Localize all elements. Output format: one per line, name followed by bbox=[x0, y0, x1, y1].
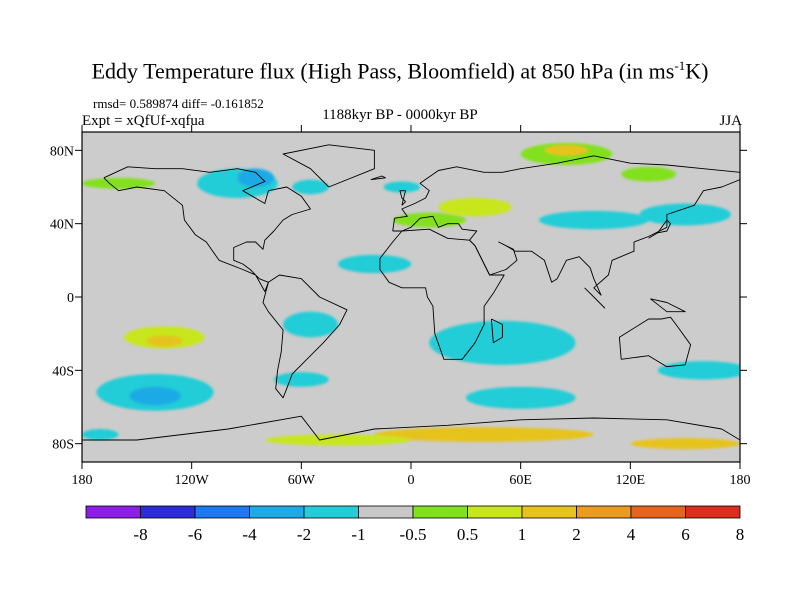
coastline bbox=[103, 166, 311, 292]
flux-contour-region bbox=[429, 320, 576, 365]
coastline bbox=[82, 415, 740, 441]
colorbar-swatch bbox=[412, 505, 468, 519]
colorbar-swatch bbox=[85, 505, 141, 519]
colorbar-label: -0.5 bbox=[400, 525, 427, 544]
flux-contour-region bbox=[438, 198, 512, 217]
rmsd-diff-stats: rmsd= 0.589874 diff= -0.161852 bbox=[93, 96, 264, 111]
colorbar-swatch bbox=[630, 505, 686, 519]
flux-contour-region bbox=[465, 386, 576, 409]
plot-title: Eddy Temperature flux (High Pass, Bloomf… bbox=[91, 58, 709, 84]
flux-contour-region bbox=[237, 168, 274, 187]
y-tick-label: 80S bbox=[52, 438, 74, 453]
coastline bbox=[370, 175, 386, 181]
colorbar-swatch bbox=[521, 505, 577, 519]
colorbar-label: 0.5 bbox=[457, 525, 478, 544]
colorbar-swatch bbox=[467, 505, 523, 519]
coastline bbox=[584, 287, 606, 309]
coastline bbox=[399, 190, 406, 206]
colorbar-swatch bbox=[358, 505, 414, 519]
x-tick-label: 180 bbox=[72, 473, 93, 488]
flux-contour-region bbox=[630, 438, 740, 450]
season-label: JJA bbox=[719, 113, 742, 129]
experiment-label: Expt = xQfUf-xqfua bbox=[82, 113, 205, 129]
y-tick-label: 0 bbox=[67, 291, 74, 306]
colorbar-label: -4 bbox=[242, 525, 257, 544]
flux-contour-region bbox=[82, 177, 156, 189]
coastline bbox=[648, 219, 671, 239]
colorbar-swatch bbox=[576, 505, 632, 519]
flux-contour-region bbox=[639, 203, 731, 226]
flux-contour-region bbox=[264, 434, 411, 446]
x-tick-label: 180 bbox=[730, 473, 751, 488]
colorbar-label: 2 bbox=[572, 525, 581, 544]
flux-contour-region bbox=[337, 254, 412, 274]
flux-contour-region bbox=[292, 179, 329, 195]
colorbar-label: -1 bbox=[351, 525, 365, 544]
coastline bbox=[650, 298, 686, 313]
x-tick-label: 120W bbox=[175, 473, 210, 488]
time-period-label: 1188kyr BP - 0000kyr BP bbox=[322, 107, 478, 123]
colorbar-swatch bbox=[303, 505, 359, 519]
flux-contour-region bbox=[383, 181, 421, 193]
colorbar-label: -8 bbox=[133, 525, 147, 544]
flux-contour-region bbox=[544, 144, 589, 156]
flux-contour-region bbox=[657, 361, 740, 380]
colorbar-swatch bbox=[249, 505, 305, 519]
flux-contour-region bbox=[273, 372, 329, 387]
coastline bbox=[392, 155, 740, 296]
x-tick-label: 60E bbox=[509, 473, 532, 488]
coastline bbox=[379, 228, 505, 360]
x-tick-label: 60W bbox=[288, 473, 316, 488]
x-tick-label: 0 bbox=[408, 473, 415, 488]
longitude-axis: 180 120W 60W 0 60E 120E 180 bbox=[72, 125, 751, 488]
colorbar-label: 8 bbox=[736, 525, 745, 544]
colorbar-swatch bbox=[685, 505, 741, 519]
colorbar: -8 -6 -4 -2 -1 -0.5 0.5 1 2 4 6 8 bbox=[85, 505, 745, 544]
flux-contour-region bbox=[129, 386, 181, 406]
colorbar-label: 1 bbox=[518, 525, 527, 544]
flux-contour-region bbox=[283, 311, 338, 338]
coastline bbox=[618, 316, 692, 368]
colorbar-label: -2 bbox=[297, 525, 311, 544]
flux-contour-region bbox=[621, 166, 677, 182]
y-tick-label: 80N bbox=[50, 144, 74, 159]
colorbar-swatch bbox=[140, 505, 196, 519]
colorbar-label: -6 bbox=[188, 525, 202, 544]
coastline bbox=[490, 318, 503, 344]
flux-contour-region bbox=[392, 212, 466, 228]
colorbar-swatch bbox=[194, 505, 250, 519]
coastline bbox=[262, 274, 348, 399]
flux-field bbox=[82, 143, 740, 450]
map-background bbox=[82, 132, 740, 462]
flux-contour-region bbox=[145, 335, 183, 347]
coastline bbox=[282, 144, 375, 188]
flux-contour-region bbox=[374, 427, 594, 442]
colorbar-label: 4 bbox=[627, 525, 636, 544]
colorbar-label: 6 bbox=[681, 525, 690, 544]
y-tick-label: 40N bbox=[50, 218, 74, 233]
flux-contour-region bbox=[82, 429, 119, 440]
latitude-axis: 80N 40N 0 40S 80S bbox=[50, 144, 747, 453]
y-tick-label: 40S bbox=[52, 364, 74, 379]
x-tick-label: 120E bbox=[616, 473, 646, 488]
coastlines bbox=[82, 144, 740, 441]
flux-contour-region bbox=[538, 210, 649, 230]
